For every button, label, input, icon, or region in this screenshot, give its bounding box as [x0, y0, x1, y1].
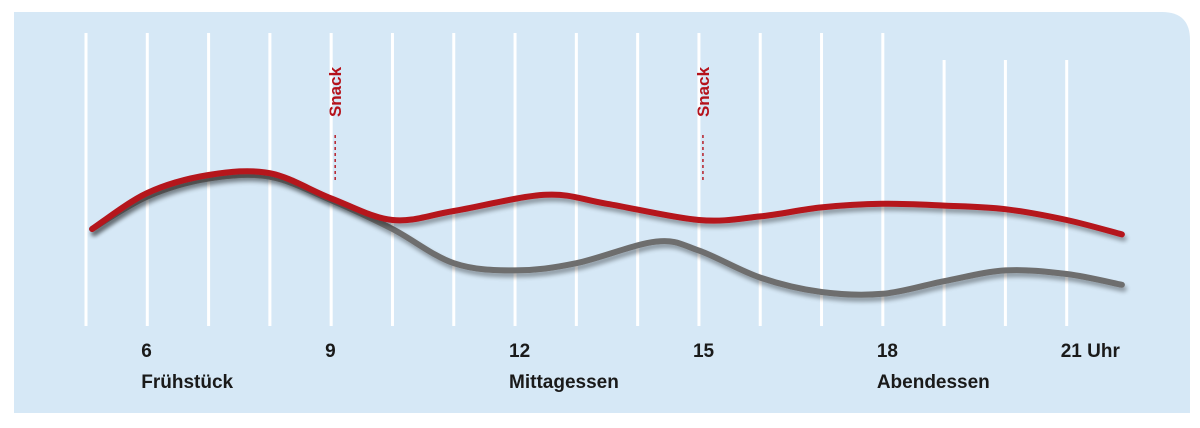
- x-tick-label: 18: [877, 341, 898, 362]
- meal-label: Abendessen: [877, 372, 990, 393]
- snack-annotation: Snack: [326, 66, 345, 180]
- series-lines: [89, 168, 1125, 298]
- chart-background: [14, 12, 1190, 413]
- snack-annotation: Snack: [694, 66, 713, 180]
- annotations: Snack Snack: [326, 66, 713, 180]
- meal-label: Frühstück: [141, 372, 233, 393]
- series-line-red: [89, 168, 1125, 238]
- snack-label: Snack: [694, 66, 713, 117]
- x-tick-label: 9: [325, 341, 336, 362]
- meal-label: Mittagessen: [509, 372, 619, 393]
- meal-labels: Frühstück Mittagessen Abendessen: [141, 372, 990, 393]
- x-tick-label: 6: [141, 341, 152, 362]
- snack-label: Snack: [326, 66, 345, 117]
- x-axis-ticks: 6 9 12 15 18 21 Uhr: [141, 341, 1120, 362]
- series-line-gray: [89, 171, 1125, 298]
- x-tick-label: 15: [693, 341, 715, 362]
- x-tick-label: 12: [509, 341, 530, 362]
- x-tick-label: 21 Uhr: [1061, 341, 1121, 362]
